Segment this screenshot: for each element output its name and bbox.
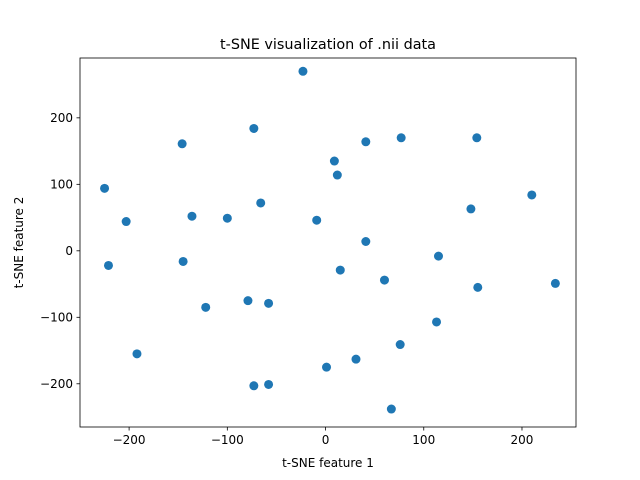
data-point (132, 349, 142, 359)
y-tick-label: −100 (40, 311, 73, 325)
data-point (298, 66, 308, 76)
data-point (121, 217, 131, 227)
data-point (433, 251, 443, 261)
data-point (178, 256, 188, 266)
data-point (386, 404, 396, 414)
data-point (201, 302, 211, 312)
x-tick-label: −100 (211, 433, 244, 447)
x-tick-label: −200 (113, 433, 146, 447)
x-tick-label: 100 (412, 433, 435, 447)
data-point (312, 215, 322, 225)
y-tick-label: −200 (40, 377, 73, 391)
data-point (100, 183, 110, 193)
y-tick-label: 200 (50, 111, 73, 125)
data-point (256, 198, 266, 208)
data-point (395, 340, 405, 350)
plot-frame (79, 57, 577, 428)
chart-title: t-SNE visualization of .nii data (220, 37, 436, 53)
data-point (527, 190, 537, 200)
x-tick-label: 0 (322, 433, 330, 447)
data-point (472, 133, 482, 143)
data-point (473, 282, 483, 292)
data-point (396, 133, 406, 143)
data-point (103, 260, 113, 270)
data-point (264, 298, 274, 308)
data-point (361, 237, 371, 247)
data-point (332, 170, 342, 180)
plot-area (100, 66, 560, 414)
data-point (187, 211, 197, 221)
data-point (249, 381, 259, 391)
axis-ticks: −200 −100 0 100 200 −200 −100 0 100 200 (40, 111, 533, 447)
data-point (351, 354, 361, 364)
data-point (379, 275, 389, 285)
data-point (177, 139, 187, 149)
data-point (361, 137, 371, 147)
data-point (466, 204, 476, 214)
data-point (335, 265, 345, 275)
x-tick-label: 200 (511, 433, 534, 447)
y-tick-label: 0 (65, 244, 73, 258)
data-point (322, 362, 332, 372)
y-tick-label: 100 (50, 178, 73, 192)
data-point (249, 123, 259, 133)
data-point (432, 317, 442, 327)
data-point (329, 156, 339, 166)
data-point (222, 213, 232, 223)
data-point (243, 296, 253, 306)
data-point (550, 278, 560, 288)
y-axis-label: t-SNE feature 2 (12, 197, 26, 289)
data-point (264, 379, 274, 389)
x-axis-label: t-SNE feature 1 (282, 456, 374, 470)
